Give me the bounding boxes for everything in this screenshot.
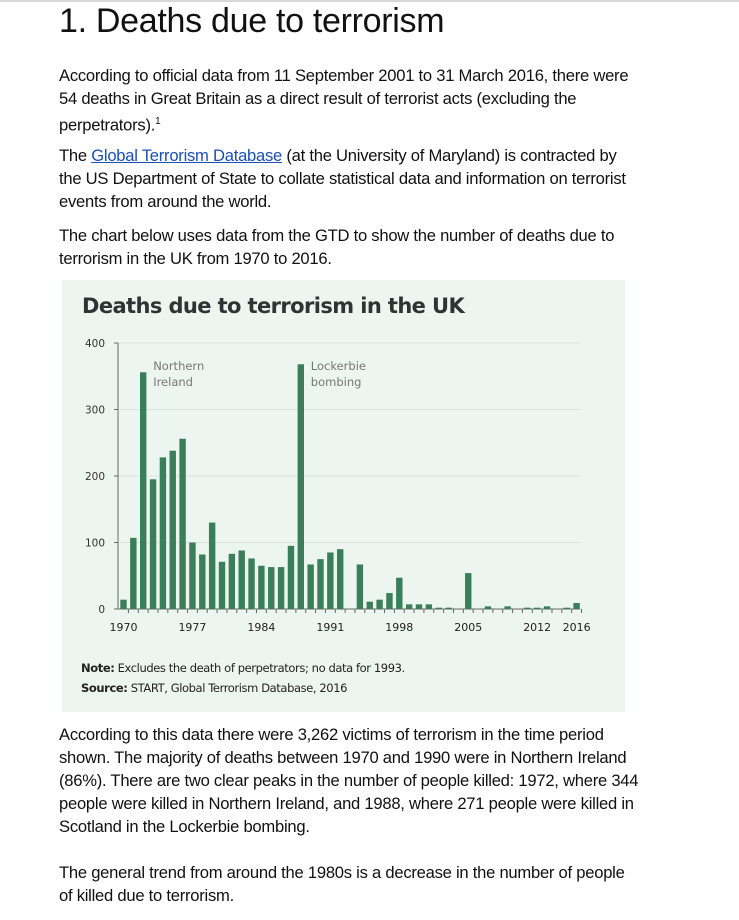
footnote-ref[interactable]: 1	[155, 116, 161, 127]
source-label: Source:	[81, 681, 128, 695]
chart-panel: Deaths due to terrorism in the UK Note: …	[62, 280, 625, 712]
text: The	[59, 146, 92, 165]
paragraph-trend: The general trend from around the 1980s …	[59, 863, 625, 905]
chart-source: Source: START, Global Terrorism Database…	[81, 681, 347, 695]
gtd-link[interactable]: Global Terrorism Database	[91, 146, 283, 165]
paragraph-chart-intro: The chart below uses data from the GTD t…	[59, 226, 615, 268]
paragraph-intro: According to official data from 11 Septe…	[59, 64, 639, 137]
note-text: Excludes the death of perpetrators; no d…	[114, 661, 406, 675]
paragraph-intro-text: According to official data from 11 Septe…	[59, 66, 629, 135]
chart-note: Note: Excludes the death of perpetrators…	[81, 661, 405, 675]
paragraph-analysis: According to this data there were 3,262 …	[59, 725, 639, 836]
chart-title: Deaths due to terrorism in the UK	[82, 294, 465, 318]
top-divider	[0, 0, 739, 2]
note-label: Note:	[81, 661, 115, 675]
page-title: 1. Deaths due to terrorism	[59, 2, 445, 40]
source-text: START, Global Terrorism Database, 2016	[127, 681, 348, 695]
paragraph-gtd: The Global Terrorism Database (at the Un…	[59, 144, 639, 213]
text: (at the University of Maryland) is contr…	[59, 146, 626, 211]
